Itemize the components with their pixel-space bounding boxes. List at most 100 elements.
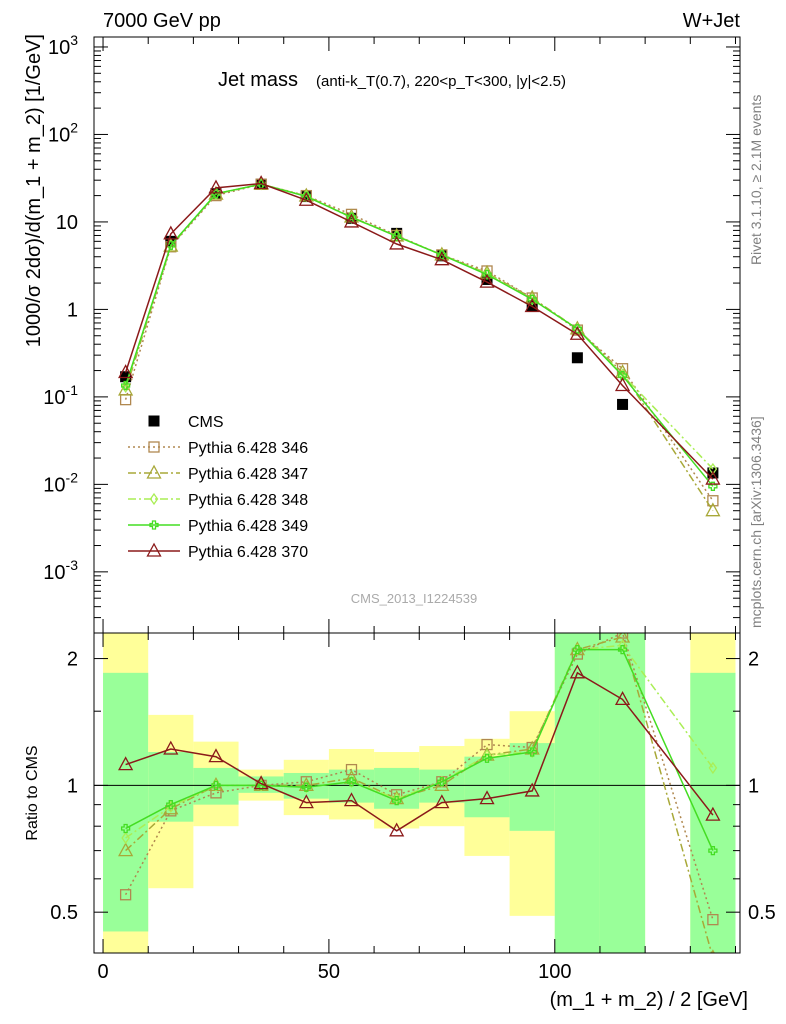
data-point: [119, 393, 132, 406]
uncertainty-band-stat: [599, 633, 646, 953]
data-point: [345, 212, 357, 224]
ratio-point: [210, 787, 222, 799]
ratio-point: [391, 789, 403, 801]
uncertainty-band-stat: [374, 767, 420, 809]
y-tick-label: 102: [48, 119, 78, 146]
ratio-line: [125, 671, 714, 832]
ratio-point: [524, 740, 540, 755]
main-ylabel: 1000/σ 2dσ)/d(m_1 + m_2) [1/GeV]: [23, 34, 45, 347]
ratio-pythia-6-428-349: [120, 644, 718, 856]
uncertainty-band-stat: [690, 672, 736, 953]
data-point: [298, 191, 314, 206]
series-pythia-6-428-370: [118, 175, 721, 485]
data-point: [708, 481, 718, 491]
ratio-point: [298, 794, 314, 809]
analysis-watermark: CMS_2013_I1224539: [351, 591, 478, 606]
data-point: [614, 377, 631, 392]
ratio-pythia-6-428-370: [118, 664, 721, 837]
ratio-point: [120, 823, 131, 834]
legend-marker: [146, 542, 162, 557]
ratio-point: [301, 782, 311, 792]
ratio-bands: [94, 633, 740, 953]
uncertainty-band-stat: [103, 672, 149, 932]
data-point: [436, 250, 448, 262]
ratio-plot-frame: [93, 632, 741, 954]
legend-marker: [146, 464, 162, 479]
main-title-detail: (anti-k_T(0.7), 220<p_T<300, |y|<2.5): [316, 73, 566, 90]
data-point: [479, 273, 495, 288]
data-point: [617, 370, 628, 381]
ratio-tick-label-left: 1: [67, 775, 78, 797]
main-series: [118, 175, 721, 517]
ratio-tick-label-right: 1: [748, 775, 759, 797]
ratio-point: [345, 763, 358, 776]
data-point: [208, 179, 224, 194]
main-title: Jet mass: [218, 69, 298, 91]
legend-label: Pythia 6.428 347: [188, 466, 308, 483]
data-point: [482, 269, 492, 280]
x-tick-label: 50: [318, 961, 340, 983]
legend-entry: CMS: [148, 414, 224, 431]
legend-entry: Pythia 6.428 347: [128, 464, 308, 483]
data-point: [120, 380, 131, 391]
ratio-point: [569, 664, 585, 679]
legend-marker: [148, 441, 160, 453]
ratio-point: [389, 822, 405, 837]
series-cms: [120, 178, 719, 479]
ratio-point: [482, 753, 492, 763]
legend-marker: [149, 520, 159, 530]
ratio-point: [527, 747, 537, 757]
data-point: [120, 371, 132, 383]
series-line: [124, 183, 714, 512]
legend-entry: Pythia 6.428 370: [128, 542, 308, 561]
ratio-point: [482, 748, 492, 762]
ratio-point: [343, 769, 360, 784]
ratio-axes: 0 50 100 0.5 0.5 1 1 2 2: [50, 633, 776, 983]
y-tick-label: 10: [56, 212, 78, 234]
legend-marker: [148, 415, 160, 427]
ratio-tick-label-right: 2: [748, 649, 759, 671]
data-point: [121, 380, 130, 394]
legend-label: Pythia 6.428 370: [188, 544, 308, 561]
x-tick-label: 0: [97, 961, 108, 983]
data-point: [392, 231, 402, 241]
xlabel: (m_1 + m_2) / 2 [GeV]: [550, 989, 748, 1011]
ratio-point: [346, 777, 357, 787]
ratio-point: [614, 691, 631, 706]
header-left: 7000 GeV pp: [103, 10, 221, 32]
data-point: [617, 398, 629, 410]
ratio-point: [121, 831, 130, 845]
ratio-point: [437, 777, 447, 787]
data-point: [707, 495, 719, 507]
ratio-point: [166, 799, 176, 810]
data-point: [301, 191, 311, 202]
ratio-point: [708, 761, 718, 775]
ratio-series: [118, 633, 721, 953]
ratio-tick-label-right: 0.5: [748, 902, 776, 924]
ratio-point: [211, 780, 221, 791]
ratio-point: [708, 845, 718, 856]
legend-entry: Pythia 6.428 349: [128, 518, 308, 535]
ratio-point: [343, 792, 360, 807]
series-pythia-6-428-347: [118, 175, 721, 517]
ratio-line: [125, 648, 714, 851]
ratio-point: [616, 633, 629, 639]
data-point: [253, 175, 269, 190]
ratio-point: [707, 913, 719, 926]
data-point: [708, 462, 718, 476]
legend-entry: Pythia 6.428 346: [128, 440, 308, 457]
y-tick-label: 1: [67, 299, 78, 321]
main-axes: 10-3 10-2 10-1 1 10 102 103: [43, 32, 740, 634]
ratio-point: [705, 806, 721, 821]
data-point: [343, 213, 360, 228]
ratio-point: [208, 748, 224, 763]
data-point: [118, 364, 134, 379]
legend-label: Pythia 6.428 348: [188, 492, 308, 509]
ratio-point: [434, 777, 450, 792]
legend-label: Pythia 6.428 346: [188, 440, 308, 457]
legend-label: CMS: [188, 414, 224, 431]
ratio-tick-label-left: 2: [67, 649, 78, 671]
ratio-point: [118, 756, 134, 771]
legend-label: Pythia 6.428 349: [188, 518, 308, 535]
